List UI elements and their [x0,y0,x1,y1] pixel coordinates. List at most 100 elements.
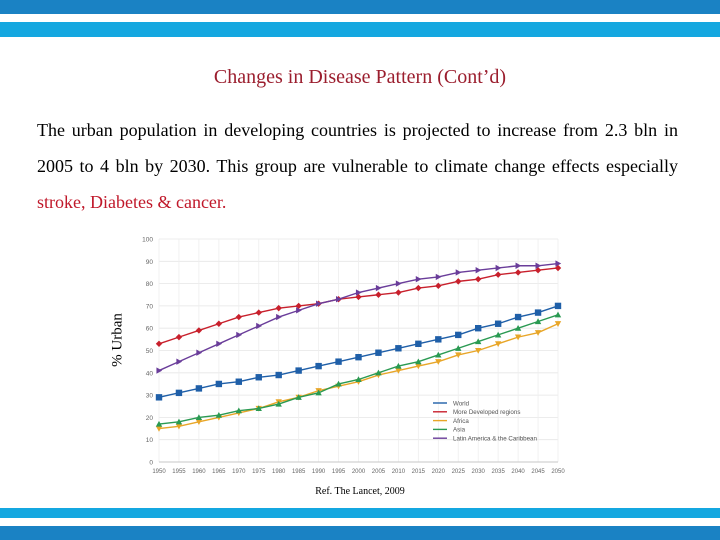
x-tick-label: 1950 [152,469,166,475]
data-point [415,284,422,292]
data-point [335,380,342,387]
data-point [415,358,422,365]
data-point [155,340,163,348]
x-tick-label: 1990 [312,469,326,475]
x-tick-label: 2030 [472,469,486,475]
data-point [236,331,242,339]
data-point [435,359,442,365]
y-tick-label: 90 [146,259,154,266]
data-point [275,400,282,407]
data-point [395,345,402,352]
x-tick-label: 2040 [511,469,525,475]
data-point [176,358,183,365]
data-point [435,282,442,290]
data-point [255,405,262,412]
bottom-band-light [0,508,720,518]
data-point [475,267,482,274]
x-tick-label: 2005 [372,469,386,475]
data-point [534,309,542,316]
x-tick-label: 2050 [551,469,565,475]
data-point [455,269,462,276]
data-point [355,289,362,296]
data-point [475,325,482,332]
data-point [275,371,282,379]
body-text: The urban population in developing count… [37,120,678,176]
y-tick-label: 40 [146,370,154,377]
x-tick-label: 1960 [192,469,206,475]
data-point [455,278,462,285]
reference-text: Ref. The Lancet, 2009 [315,486,405,497]
x-tick-label: 2045 [531,469,545,475]
data-point [415,275,422,283]
data-point [415,340,422,348]
data-point [494,331,502,338]
data-point [195,327,203,334]
data-point [155,425,163,432]
data-point [554,264,562,272]
x-tick-label: 2020 [432,469,446,475]
data-point [175,423,183,430]
data-point [315,362,322,370]
y-tick-label: 20 [146,415,154,422]
body-highlight: stroke, Diabetes & cancer. [37,192,227,212]
data-point [375,349,382,356]
x-tick-label: 2035 [491,469,505,475]
data-point [355,293,362,301]
legend-label: Asia [453,427,466,434]
data-point [196,349,203,356]
data-point [494,320,502,327]
data-point [175,389,183,397]
slide-title: Changes in Disease Pattern (Cont’d) [213,66,507,88]
x-tick-label: 1995 [332,469,346,475]
data-point [155,420,163,427]
data-point [235,313,242,321]
data-point [395,280,402,287]
data-point [455,352,462,359]
y-tick-label: 80 [146,281,154,288]
data-point [215,320,223,327]
data-point [295,367,302,374]
data-point [395,289,402,296]
x-tick-label: 2025 [452,469,466,475]
data-point [554,302,562,310]
y-tick-label: 60 [146,326,154,333]
data-point [555,260,562,267]
data-point [295,302,302,310]
data-point [554,311,562,318]
x-tick-label: 2015 [412,469,426,475]
x-tick-label: 1970 [232,469,246,475]
data-point [156,367,163,374]
bottom-band-dark [0,526,720,540]
y-tick-label: 10 [146,437,154,444]
data-point [375,291,382,298]
data-point [215,411,223,418]
data-point [535,262,542,269]
y-tick-label: 50 [146,348,154,355]
data-point [514,325,522,331]
data-point [534,330,542,336]
data-point [295,394,302,400]
legend-label: World [453,400,470,407]
data-point [534,318,542,325]
data-point [514,334,522,341]
data-point [335,296,342,303]
y-tick-label: 70 [146,303,154,310]
y-tick-label: 0 [149,460,153,467]
data-point [175,418,183,425]
data-point [276,313,282,321]
data-point [554,321,562,327]
x-tick-label: 1965 [212,469,226,475]
y-tick-label: 100 [142,237,153,244]
y-tick-label: 30 [146,393,154,400]
data-point [494,271,502,278]
x-tick-label: 1975 [252,469,266,475]
data-point [435,336,442,343]
data-point [216,340,223,348]
data-point [514,313,522,321]
x-tick-label: 2010 [392,469,406,475]
data-point [494,341,502,348]
data-point [415,363,422,370]
legend-label: Latin America & the Caribbean [453,436,537,443]
data-point [335,358,342,365]
data-point [235,407,242,414]
